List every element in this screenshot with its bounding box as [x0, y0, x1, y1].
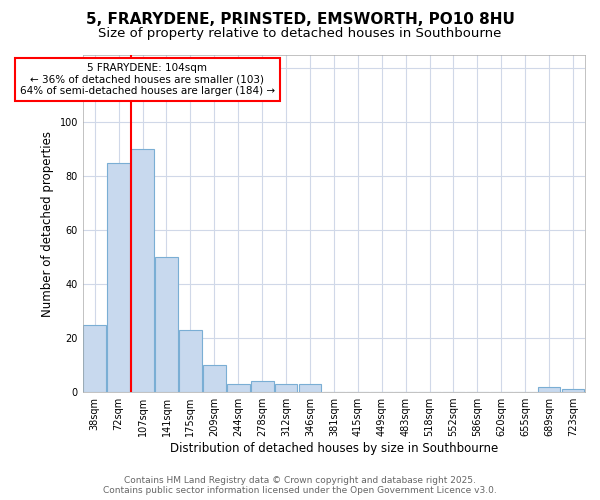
Text: 5, FRARYDENE, PRINSTED, EMSWORTH, PO10 8HU: 5, FRARYDENE, PRINSTED, EMSWORTH, PO10 8… [86, 12, 514, 28]
Bar [275, 384, 298, 392]
Text: Size of property relative to detached houses in Southbourne: Size of property relative to detached ho… [98, 28, 502, 40]
Bar [179, 330, 202, 392]
Bar [131, 150, 154, 392]
Bar [562, 390, 584, 392]
Bar [203, 365, 226, 392]
Bar [107, 163, 130, 392]
Bar [155, 257, 178, 392]
Y-axis label: Number of detached properties: Number of detached properties [41, 130, 54, 316]
Bar [83, 324, 106, 392]
X-axis label: Distribution of detached houses by size in Southbourne: Distribution of detached houses by size … [170, 442, 498, 455]
Text: Contains HM Land Registry data © Crown copyright and database right 2025.
Contai: Contains HM Land Registry data © Crown c… [103, 476, 497, 495]
Text: 5 FRARYDENE: 104sqm
← 36% of detached houses are smaller (103)
64% of semi-detac: 5 FRARYDENE: 104sqm ← 36% of detached ho… [20, 63, 275, 96]
Bar [538, 386, 560, 392]
Bar [299, 384, 322, 392]
Bar [227, 384, 250, 392]
Bar [251, 382, 274, 392]
